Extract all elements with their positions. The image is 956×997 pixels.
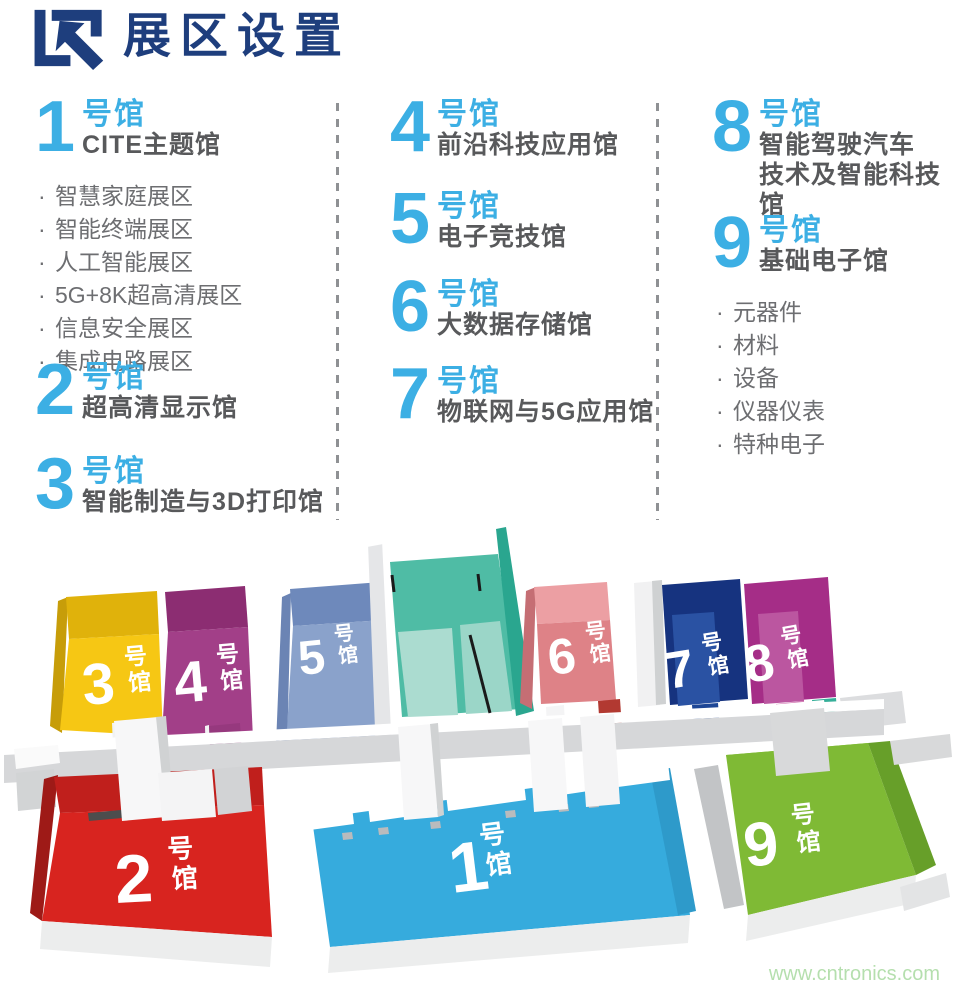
hall-5-name: 电子竞技馆: [437, 223, 568, 251]
list-item: · 智慧家庭展区: [38, 183, 193, 209]
hall-8-suffix: 号馆: [759, 98, 824, 131]
svg-text:号: 号: [215, 640, 240, 668]
hall-1-suffix: 号馆: [82, 98, 147, 131]
hall-1-name: CITE主题馆: [82, 131, 221, 159]
hall-heading-1: 1 号馆 CITE主题馆: [35, 87, 221, 167]
hall-heading-4: 4 号馆 前沿科技应用馆: [390, 87, 620, 167]
svg-text:9: 9: [740, 809, 782, 881]
svg-text:馆: 馆: [706, 652, 730, 679]
list-item: · 信息安全展区: [38, 315, 193, 341]
hall-3-suffix: 号馆: [82, 455, 147, 488]
list-item: · 5G+8K超高清展区: [38, 282, 243, 308]
hall-6-number: 6: [390, 267, 430, 347]
svg-text:4: 4: [171, 648, 209, 716]
map-hall-2-label: 2 号 馆: [113, 833, 199, 918]
map-hall-5: [276, 582, 392, 752]
list-item: · 特种电子: [716, 431, 825, 457]
exhibition-floor-map: 3 号 馆 4 号 馆 5 号 馆 6 号 馆 7 号 馆 8 号 馆 2 号 …: [4, 527, 952, 973]
svg-text:馆: 馆: [337, 642, 359, 668]
hall-1-number: 1: [35, 87, 75, 167]
svg-text:号: 号: [477, 818, 506, 851]
list-item: · 材料: [716, 332, 779, 358]
hall-6-name: 大数据存储馆: [437, 311, 594, 339]
map-bridges: [114, 700, 830, 821]
hall-6-suffix: 号馆: [437, 278, 502, 311]
map-hall-4-label: 4 号 馆: [171, 640, 244, 716]
hall-3-name: 智能制造与3D打印馆: [82, 488, 325, 516]
hall-2-suffix: 号馆: [82, 361, 147, 394]
hall-9-number: 9: [712, 203, 752, 283]
hall-9-name: 基础电子馆: [759, 247, 890, 275]
svg-text:馆: 馆: [171, 863, 199, 894]
hall-5-number: 5: [390, 179, 430, 259]
hall-heading-6: 6 号馆 大数据存储馆: [390, 267, 594, 347]
hall-4-suffix: 号馆: [437, 98, 502, 131]
map-wall-1-9: [692, 757, 744, 909]
hall-heading-5: 5 号馆 电子竞技馆: [390, 179, 568, 259]
svg-text:号: 号: [584, 619, 608, 644]
hall-9-zones: · 元器件 · 材料 · 设备 · 仪器仪表 · 特种电子: [716, 296, 825, 461]
map-hall-9-label: 9 号 馆: [740, 801, 822, 881]
map-hall-1-label: 1 号 馆: [444, 818, 513, 908]
cite-logo-icon: [34, 9, 104, 70]
hall-4-number: 4: [390, 87, 430, 167]
map-building-central: [366, 527, 534, 756]
map-hall-5-label: 5 号 馆: [296, 621, 360, 686]
svg-text:号: 号: [123, 642, 148, 670]
list-item: · 集成电路展区: [38, 348, 193, 374]
watermark-url: www.cntronics.com: [768, 963, 940, 985]
hall-2-name: 超高清显示馆: [82, 394, 239, 422]
column-divider: [656, 103, 659, 520]
hall-2-number: 2: [35, 350, 75, 430]
page-title: 展区设置: [123, 10, 352, 63]
svg-text:号: 号: [166, 833, 194, 864]
svg-text:馆: 馆: [484, 848, 513, 881]
list-item: · 仪器仪表: [716, 398, 825, 424]
hall-5-suffix: 号馆: [437, 190, 502, 223]
svg-text:6: 6: [545, 627, 579, 686]
map-divider-prism: [634, 580, 666, 707]
hall-7-number: 7: [390, 354, 430, 434]
svg-text:5: 5: [296, 630, 328, 686]
hall-heading-8: 8 号馆 智能驾驶汽车 技术及智能科技馆: [712, 87, 956, 220]
svg-text:号: 号: [790, 801, 817, 830]
svg-text:号: 号: [779, 623, 804, 649]
svg-text:号: 号: [333, 621, 355, 646]
hall-8-number: 8: [712, 87, 752, 167]
column-divider: [336, 103, 339, 520]
header: 展区设置: [33, 6, 351, 70]
hall-7-suffix: 号馆: [437, 365, 502, 398]
svg-text:馆: 馆: [127, 668, 152, 696]
svg-text:馆: 馆: [219, 666, 244, 694]
svg-text:1: 1: [444, 826, 492, 908]
hall-heading-7: 7 号馆 物联网与5G应用馆: [390, 354, 655, 434]
map-hall-3-label: 3 号 馆: [79, 642, 152, 718]
hall-8-name-line1: 智能驾驶汽车: [759, 131, 916, 159]
hall-1-zones: · 智慧家庭展区 · 智能终端展区 · 人工智能展区 · 5G+8K超高清展区 · 信息安…: [38, 180, 242, 378]
svg-text:3: 3: [79, 650, 117, 718]
svg-text:馆: 馆: [786, 645, 811, 672]
svg-text:馆: 馆: [795, 827, 822, 857]
hall-heading-2: 2 号馆 超高清显示馆: [35, 350, 239, 430]
hall-heading-9: 9 号馆 基础电子馆: [712, 203, 890, 283]
hall-7-name: 物联网与5G应用馆: [437, 398, 655, 426]
hall-4-name: 前沿科技应用馆: [437, 131, 620, 159]
list-item: · 设备: [716, 365, 779, 391]
map-hall-6-label: 6 号 馆: [545, 619, 613, 686]
hall-9-suffix: 号馆: [759, 214, 824, 247]
svg-text:号: 号: [700, 630, 724, 656]
list-item: · 人工智能展区: [38, 249, 193, 275]
svg-text:馆: 馆: [588, 641, 612, 667]
hall-heading-3: 3 号馆 智能制造与3D打印馆: [35, 444, 325, 524]
hall-8-name-line2: 技术及智能科技馆: [759, 161, 942, 219]
list-item: · 元器件: [716, 299, 802, 325]
list-item: · 智能终端展区: [38, 216, 193, 242]
hall-3-number: 3: [35, 444, 75, 524]
svg-text:2: 2: [113, 840, 155, 918]
